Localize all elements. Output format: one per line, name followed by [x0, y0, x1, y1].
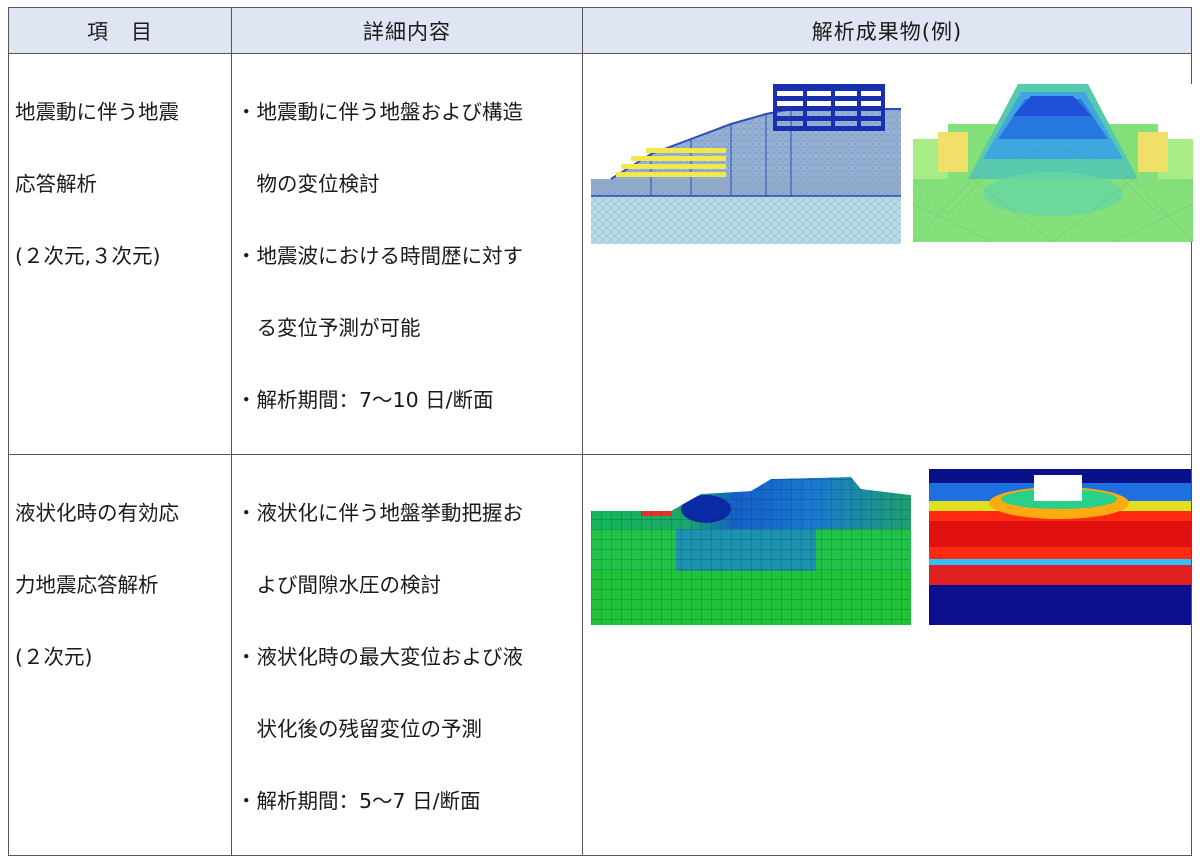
item-cell: 液状化時の有効応 力地震応答解析 (２次元) — [8, 454, 232, 856]
analysis-table: 項 目 詳細内容 解析成果物(例) 地震動に伴う地震 応答解析 (２次元,３次元… — [8, 7, 1193, 856]
detail-line: 状化後の残留変位の予測 — [236, 717, 482, 741]
item-cell: 地震動に伴う地震 応答解析 (２次元,３次元) — [8, 53, 232, 455]
header-detail: 詳細内容 — [231, 7, 583, 54]
detail-cell: ・液状化に伴う地盤挙動把握お よび間隙水圧の検討 ・液状化時の最大変位および液 … — [231, 454, 583, 856]
detail-cell: ・地震動に伴う地盤および構造 物の変位検討 ・地震波における時間歴に対す る変位… — [231, 53, 583, 455]
detail-line: ・液状化時の最大変位および液 — [236, 645, 523, 669]
detail-line: よび間隙水圧の検討 — [236, 573, 441, 597]
seismic-contour-3d-image — [913, 84, 1193, 242]
item-line: 力地震応答解析 — [15, 573, 159, 597]
detail-line: ・液状化に伴う地盤挙動把握お — [236, 501, 523, 525]
item-line: 液状化時の有効応 — [15, 501, 179, 525]
header-item: 項 目 — [8, 7, 232, 54]
detail-line: る変位予測が可能 — [236, 316, 421, 340]
header-row: 項 目 詳細内容 解析成果物(例) — [8, 7, 1192, 54]
table-row: 地震動に伴う地震 応答解析 (２次元,３次元) ・地震動に伴う地盤および構造 物… — [8, 53, 1193, 455]
header-results: 解析成果物(例) — [582, 7, 1192, 54]
item-line: 地震動に伴う地震 — [15, 100, 179, 124]
seismic-mesh-2d-image — [591, 84, 901, 244]
pore-pressure-contour-image — [929, 469, 1191, 625]
detail-line: ・地震動に伴う地盤および構造 — [236, 100, 523, 124]
item-line: (２次元,３次元) — [15, 244, 161, 268]
item-line: 応答解析 — [15, 172, 97, 196]
detail-line: ・解析期間：7～10 日/断面 — [236, 388, 494, 412]
liquefaction-mesh-image — [591, 469, 911, 625]
result-images-cell — [582, 454, 1192, 856]
detail-line: ・解析期間：5～7 日/断面 — [236, 789, 481, 813]
detail-line: ・地震波における時間歴に対す — [236, 244, 523, 268]
result-images-cell — [582, 53, 1193, 455]
item-line: (２次元) — [15, 645, 93, 669]
table-row: 液状化時の有効応 力地震応答解析 (２次元) ・液状化に伴う地盤挙動把握お よび… — [8, 454, 1192, 856]
detail-line: 物の変位検討 — [236, 172, 380, 196]
